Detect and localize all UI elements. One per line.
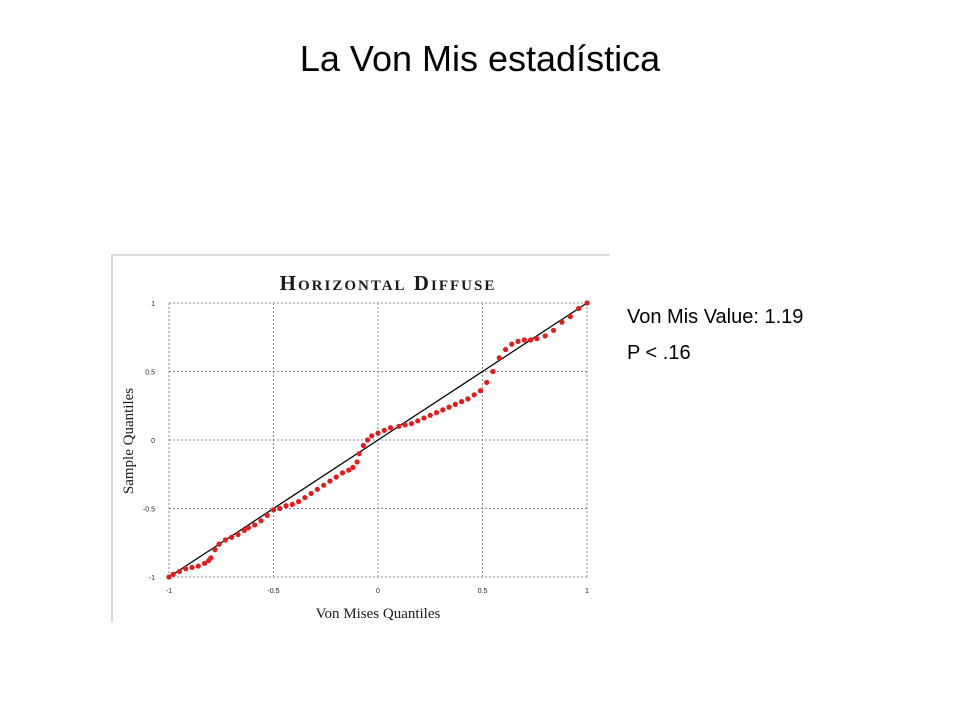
qq-plot: Horizontal Diffuse -1 -0.5 0 0.5 1 -1 -0.5 0 0.… bbox=[121, 271, 590, 622]
data-point bbox=[459, 399, 465, 405]
data-point bbox=[490, 368, 496, 375]
data-point bbox=[277, 505, 283, 512]
data-point bbox=[216, 541, 222, 547]
data-point bbox=[550, 327, 557, 333]
grid-lines bbox=[168, 302, 588, 578]
data-point bbox=[534, 336, 540, 342]
data-point bbox=[245, 525, 252, 531]
data-point bbox=[502, 346, 509, 353]
data-point bbox=[321, 482, 327, 488]
data-point bbox=[189, 564, 195, 571]
data-point bbox=[375, 430, 381, 436]
data-point bbox=[350, 464, 356, 470]
data-point bbox=[333, 474, 339, 480]
y-tick-label: -1 bbox=[149, 575, 155, 582]
data-point bbox=[195, 563, 201, 569]
data-point bbox=[258, 518, 264, 524]
slide-title: La Von Mis estadística bbox=[299, 38, 661, 79]
data-point bbox=[421, 415, 427, 421]
data-point bbox=[235, 531, 241, 538]
data-points bbox=[166, 300, 590, 580]
data-point bbox=[559, 319, 565, 325]
y-tick-label: 0 bbox=[151, 438, 155, 445]
data-point bbox=[346, 467, 352, 473]
x-axis-label: Von Mises Quantiles bbox=[316, 606, 441, 622]
data-point bbox=[356, 451, 362, 457]
data-point bbox=[270, 507, 277, 513]
data-point bbox=[360, 442, 366, 449]
data-point bbox=[166, 574, 172, 580]
x-tick-label: 0.5 bbox=[478, 588, 488, 595]
data-point bbox=[584, 300, 590, 306]
data-point bbox=[212, 547, 218, 553]
data-point bbox=[515, 338, 521, 344]
data-point bbox=[302, 494, 308, 501]
data-point bbox=[295, 499, 302, 505]
data-point bbox=[339, 470, 346, 476]
x-tick-labels: -1 -0.5 0 0.5 1 bbox=[166, 588, 589, 595]
data-point bbox=[176, 568, 183, 575]
data-point bbox=[396, 423, 402, 429]
data-point bbox=[427, 412, 433, 418]
data-point bbox=[471, 392, 477, 398]
y-tick-label: 1 bbox=[151, 301, 155, 308]
data-point bbox=[183, 566, 189, 572]
data-point bbox=[452, 401, 458, 407]
data-point bbox=[509, 341, 515, 347]
stats-panel: Von Mis Value: 1.19 P < .16 bbox=[627, 306, 803, 378]
data-point bbox=[402, 422, 408, 428]
data-point bbox=[364, 437, 371, 443]
data-point bbox=[446, 404, 452, 410]
chart-frame: Horizontal Diffuse -1 -0.5 0 0.5 1 -1 -0.5 0 0.… bbox=[111, 254, 610, 622]
von-mises-value: Von Mis Value: 1.19 bbox=[627, 306, 804, 328]
data-point bbox=[433, 410, 440, 416]
data-point bbox=[527, 337, 534, 343]
data-point bbox=[208, 555, 214, 561]
data-point bbox=[465, 396, 471, 402]
data-point bbox=[170, 571, 176, 577]
x-tick-label: 1 bbox=[585, 588, 589, 595]
data-point bbox=[440, 407, 446, 413]
data-point bbox=[314, 486, 320, 492]
reference-line bbox=[168, 302, 588, 578]
data-point bbox=[201, 560, 208, 566]
data-point bbox=[264, 512, 270, 518]
data-point bbox=[369, 433, 375, 439]
data-point bbox=[387, 425, 394, 431]
data-point bbox=[354, 459, 360, 465]
data-point bbox=[415, 418, 421, 424]
data-point bbox=[252, 522, 258, 528]
data-point bbox=[484, 379, 490, 386]
x-tick-label: -0.5 bbox=[267, 588, 279, 595]
data-point bbox=[327, 478, 333, 484]
data-point bbox=[308, 490, 314, 497]
y-tick-label: -0.5 bbox=[143, 507, 155, 514]
data-point bbox=[542, 333, 548, 339]
data-point bbox=[496, 355, 502, 361]
x-tick-label: -1 bbox=[166, 588, 172, 595]
data-point bbox=[408, 420, 415, 427]
data-point bbox=[477, 388, 484, 394]
data-point bbox=[229, 534, 235, 540]
data-point bbox=[567, 314, 573, 320]
y-axis-label: Sample Quantiles bbox=[121, 388, 137, 494]
data-point bbox=[289, 501, 295, 507]
data-point bbox=[521, 337, 527, 343]
p-value: P < .16 bbox=[627, 342, 691, 364]
y-tick-labels: -1 -0.5 0 0.5 1 bbox=[143, 301, 155, 582]
data-point bbox=[241, 527, 247, 534]
data-point bbox=[283, 503, 289, 509]
data-point bbox=[576, 305, 582, 312]
x-tick-label: 0 bbox=[376, 588, 380, 595]
data-point bbox=[381, 427, 387, 434]
chart-title: Horizontal Diffuse bbox=[280, 271, 497, 295]
data-point bbox=[222, 537, 229, 543]
y-tick-label: 0.5 bbox=[145, 370, 155, 377]
